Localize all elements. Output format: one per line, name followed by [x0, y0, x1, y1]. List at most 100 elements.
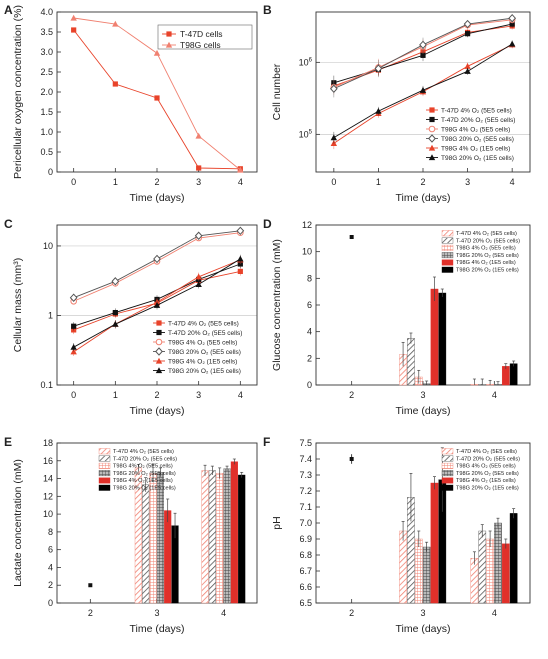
- y-axis-label: Lactate concentration (mM): [12, 459, 24, 587]
- y-tick-label: 6.6: [299, 582, 312, 592]
- bar: [208, 470, 216, 604]
- marker-square: [237, 268, 243, 275]
- legend-label: T98G 20% O₂ (5E5 cells): [168, 349, 241, 356]
- marker-triangle: [112, 320, 119, 327]
- bar: [156, 472, 164, 604]
- y-tick-label: 105: [299, 129, 313, 139]
- y-tick-label: 6: [307, 300, 312, 310]
- x-tick-label: 3: [465, 177, 470, 187]
- legend-label: T-47D 4% O₂ (5E5 cells): [113, 449, 174, 455]
- legend-swatch: [98, 455, 111, 462]
- marker-square: [420, 52, 426, 58]
- y-tick-label: 7.2: [299, 486, 312, 496]
- x-tick-label: 0: [71, 390, 76, 400]
- series-line: [70, 254, 244, 352]
- bar: [470, 558, 479, 604]
- marker-square: [166, 31, 172, 37]
- y-tick-label: 0.1: [40, 380, 53, 390]
- y-tick-label: 16: [43, 456, 53, 466]
- legend-label: T98G 4% O₂ (5E5 cells): [456, 246, 516, 252]
- y-tick-exponent: 6: [309, 57, 313, 63]
- legend-label: T98G 20% O₂ (1E5 cells): [113, 486, 176, 492]
- x-tick-label: 4: [510, 177, 515, 187]
- x-tick-label: 0: [331, 177, 336, 187]
- marker-square: [429, 107, 435, 113]
- legend-label: T98G 20% O₂ (5E5 cells): [441, 136, 514, 143]
- marker-square: [196, 165, 202, 171]
- bar: [230, 461, 238, 604]
- marker-square: [112, 309, 118, 316]
- y-axis-label: Pericellular oxygen concentration (%): [12, 5, 24, 179]
- series-line: [69, 226, 245, 302]
- bar: [407, 338, 415, 386]
- y-tick-exponent: 5: [309, 129, 313, 135]
- panel-d: D 2 3 4 0 2 4 6 8 10 12 Time (days) Glucose concentr…: [263, 217, 531, 417]
- legend-label: T98G 20% O₂ (5E5 cells): [456, 471, 519, 477]
- legend-label: T98G 4% O₂ (1E5 cells): [168, 359, 237, 366]
- legend-swatch: [441, 244, 454, 251]
- y-tick-label: 3.0: [40, 47, 53, 57]
- legend-label: T98G 20% O₂ (1E5 cells): [168, 368, 241, 375]
- legend-label: T98G 20% O₂ (1E5 cells): [456, 268, 519, 274]
- bar: [486, 538, 494, 604]
- legend-label: T-47D 4% O₂ (5E5 cells): [441, 108, 512, 115]
- marker-square: [509, 21, 515, 27]
- y-tick-label: 12: [43, 491, 53, 501]
- y-tick-label: 1: [48, 310, 53, 320]
- panel-letter: A: [4, 3, 13, 17]
- bar: [509, 363, 518, 386]
- baseline-point: [349, 235, 354, 239]
- marker-diamond: [155, 347, 163, 356]
- x-axis-label: Time (days): [395, 405, 450, 417]
- legend: T-47D 4% O₂ (5E5 cells)T-47D 20% O₂ (5E5…: [98, 448, 177, 492]
- legend-label: T98G 20% O₂ (1E5 cells): [456, 486, 519, 492]
- legend-swatch: [441, 259, 454, 266]
- bar: [438, 292, 447, 386]
- marker-triangle: [155, 367, 163, 374]
- x-tick-label: 2: [154, 390, 159, 400]
- x-tick-label: 1: [113, 177, 118, 187]
- marker-triangle: [428, 144, 436, 151]
- marker-triangle: [195, 281, 202, 287]
- bar: [501, 366, 510, 386]
- x-tick-label: 4: [238, 390, 243, 400]
- x-tick-label: 2: [420, 177, 425, 187]
- legend-label: T98G 4% O₂ (1E5 cells): [113, 478, 173, 484]
- bar: [509, 513, 518, 604]
- legend-label: T98G 4% O₂ (1E5 cells): [456, 260, 516, 266]
- baseline-point: [349, 457, 354, 461]
- legend-label: T-47D 20% O₂ (5E5 cells): [441, 117, 515, 124]
- legend-swatch: [441, 266, 454, 273]
- bar: [142, 484, 150, 604]
- marker-square: [156, 320, 162, 326]
- y-tick-label: 2: [48, 580, 53, 590]
- baseline-point: [88, 583, 93, 588]
- bar: [399, 530, 407, 604]
- legend-swatch: [441, 455, 454, 462]
- legend-label: T-47D 20% O₂ (5E5 cells): [113, 456, 177, 462]
- marker-triangle: [428, 154, 436, 161]
- y-tick-label: 10: [43, 509, 53, 519]
- x-tick-label: 4: [492, 390, 497, 400]
- marker-diamond: [419, 40, 427, 50]
- y-tick-label: 0.5: [40, 147, 53, 157]
- y-tick-label: 18: [43, 438, 53, 448]
- legend-label: T98G 4% O₂ (5E5 cells): [441, 127, 510, 134]
- y-tick-label: 0: [307, 380, 312, 390]
- bar: [201, 470, 209, 604]
- y-tick-label: 6.9: [299, 534, 312, 544]
- marker-square: [156, 329, 162, 336]
- legend-label: T98G 20% O₂ (5E5 cells): [113, 471, 176, 477]
- marker-square: [429, 116, 435, 123]
- marker-triangle: [70, 14, 77, 21]
- x-tick-label: 3: [154, 608, 159, 618]
- legend-swatch: [98, 470, 111, 477]
- legend-swatch: [98, 462, 111, 469]
- legend-label: T-47D cells: [180, 29, 223, 39]
- marker-triangle: [419, 86, 427, 93]
- legend-swatch: [441, 237, 454, 244]
- y-tick-label: 6.7: [299, 566, 312, 576]
- legend-label: T-47D 4% O₂ (5E5 cells): [168, 321, 239, 328]
- legend-swatch: [441, 462, 454, 469]
